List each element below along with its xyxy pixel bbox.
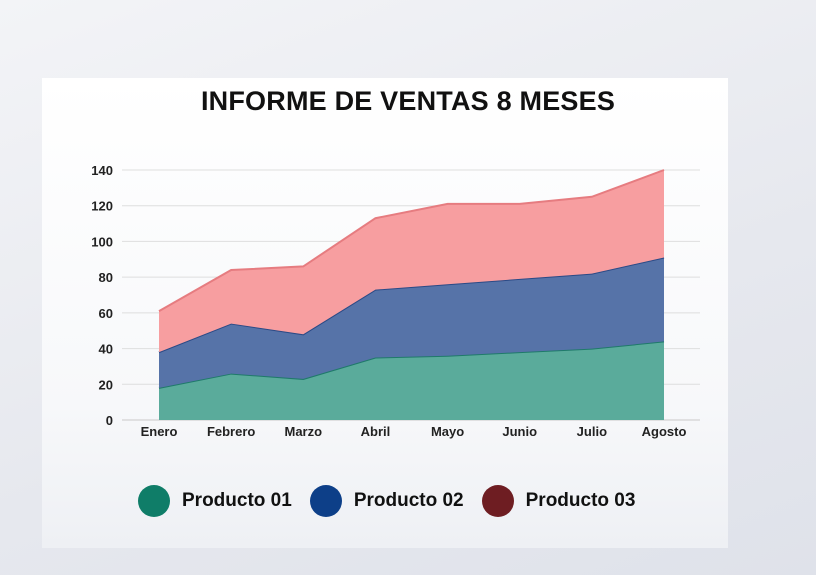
legend: Producto 01 Producto 02 Producto 03 bbox=[138, 484, 653, 518]
x-tick-label: Junio bbox=[502, 424, 537, 439]
y-tick-label: 60 bbox=[99, 306, 113, 321]
legend-swatch-producto-03 bbox=[481, 485, 514, 517]
area-series bbox=[158, 169, 665, 420]
area-line-3 bbox=[158, 169, 665, 312]
y-tick-label: 80 bbox=[99, 270, 113, 285]
area-2 bbox=[159, 257, 664, 388]
y-tick-label: 20 bbox=[99, 377, 113, 392]
legend-label: Producto 03 bbox=[525, 490, 636, 511]
x-tick-label: Febrero bbox=[207, 424, 255, 439]
x-tick-label: Julio bbox=[577, 424, 607, 439]
x-axis-ticks: Enero Febrero Marzo Abril Mayo Junio Julio Agos… bbox=[141, 424, 687, 439]
y-tick-label: 100 bbox=[91, 234, 113, 249]
x-tick-label: Marzo bbox=[285, 424, 323, 439]
x-tick-label: Agosto bbox=[642, 424, 687, 439]
legend-label: Producto 02 bbox=[353, 490, 464, 511]
x-tick-label: Mayo bbox=[431, 424, 464, 439]
legend-swatch-producto-01 bbox=[138, 485, 170, 517]
legend-item-producto-01: Producto 01 bbox=[138, 485, 292, 517]
y-axis-ticks: 0 20 40 60 80 100 120 140 bbox=[91, 163, 113, 428]
legend-item-producto-03: Producto 03 bbox=[481, 485, 636, 517]
area-3 bbox=[159, 170, 664, 353]
legend-item-producto-02: Producto 02 bbox=[309, 485, 464, 517]
x-tick-label: Abril bbox=[361, 424, 391, 439]
y-tick-label: 40 bbox=[99, 342, 113, 357]
y-tick-label: 140 bbox=[91, 163, 113, 178]
y-tick-label: 120 bbox=[91, 199, 113, 214]
legend-label: Producto 01 bbox=[182, 490, 292, 511]
area-1 bbox=[159, 341, 664, 420]
x-tick-label: Enero bbox=[141, 424, 178, 439]
legend-swatch-producto-02 bbox=[309, 485, 342, 517]
y-tick-label: 0 bbox=[106, 413, 113, 428]
chart-title: INFORME DE VENTAS 8 MESES bbox=[200, 86, 616, 116]
